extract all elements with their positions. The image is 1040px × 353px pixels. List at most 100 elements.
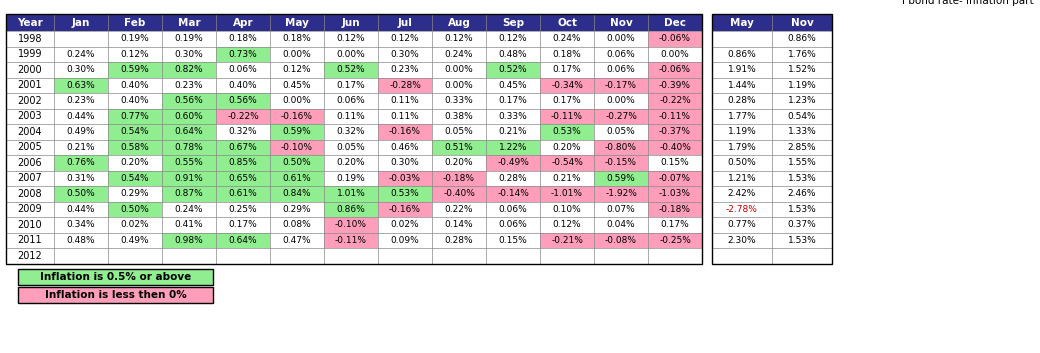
Text: 0.29%: 0.29% bbox=[121, 189, 150, 198]
Text: May: May bbox=[285, 18, 309, 28]
Text: 1.76%: 1.76% bbox=[787, 50, 816, 59]
Text: 0.85%: 0.85% bbox=[229, 158, 257, 167]
Text: 0.20%: 0.20% bbox=[552, 143, 581, 152]
Text: 0.31%: 0.31% bbox=[67, 174, 96, 183]
Text: 0.50%: 0.50% bbox=[67, 189, 96, 198]
Text: Nov: Nov bbox=[609, 18, 632, 28]
Bar bbox=[6, 47, 702, 62]
Text: 0.12%: 0.12% bbox=[121, 50, 150, 59]
Text: -0.37%: -0.37% bbox=[659, 127, 691, 136]
Text: 0.06%: 0.06% bbox=[606, 65, 635, 74]
Text: Jun: Jun bbox=[342, 18, 360, 28]
Text: 0.78%: 0.78% bbox=[175, 143, 204, 152]
Text: 2.42%: 2.42% bbox=[728, 189, 756, 198]
Bar bbox=[270, 124, 324, 139]
Bar bbox=[6, 31, 702, 47]
Bar bbox=[772, 139, 832, 155]
Text: 0.56%: 0.56% bbox=[175, 96, 204, 105]
Text: -0.03%: -0.03% bbox=[389, 174, 421, 183]
Text: 0.12%: 0.12% bbox=[337, 34, 365, 43]
Text: 1.19%: 1.19% bbox=[787, 81, 816, 90]
Text: 0.59%: 0.59% bbox=[283, 127, 311, 136]
Bar bbox=[772, 217, 832, 233]
Text: Inflation is less then 0%: Inflation is less then 0% bbox=[45, 290, 186, 300]
Bar bbox=[216, 155, 270, 170]
Text: Feb: Feb bbox=[125, 18, 146, 28]
Bar bbox=[162, 62, 216, 78]
Bar bbox=[712, 108, 772, 124]
Text: 0.20%: 0.20% bbox=[337, 158, 365, 167]
Bar bbox=[594, 78, 648, 93]
Text: 0.08%: 0.08% bbox=[283, 220, 311, 229]
Text: 0.04%: 0.04% bbox=[606, 220, 635, 229]
Text: 0.40%: 0.40% bbox=[229, 81, 257, 90]
Text: 0.40%: 0.40% bbox=[121, 96, 150, 105]
Text: -0.18%: -0.18% bbox=[443, 174, 475, 183]
Bar bbox=[6, 14, 702, 263]
Text: 0.61%: 0.61% bbox=[283, 174, 311, 183]
Bar bbox=[270, 108, 324, 124]
Bar bbox=[772, 233, 832, 248]
Text: -0.27%: -0.27% bbox=[605, 112, 636, 121]
Text: -0.17%: -0.17% bbox=[605, 81, 636, 90]
Text: 0.15%: 0.15% bbox=[660, 158, 690, 167]
Bar bbox=[324, 62, 378, 78]
Bar bbox=[772, 186, 832, 202]
Text: 0.11%: 0.11% bbox=[391, 96, 419, 105]
Text: -0.10%: -0.10% bbox=[281, 143, 313, 152]
Text: 0.64%: 0.64% bbox=[175, 127, 203, 136]
Text: 1.52%: 1.52% bbox=[787, 65, 816, 74]
Bar bbox=[6, 62, 702, 78]
Text: 0.76%: 0.76% bbox=[67, 158, 96, 167]
Bar bbox=[6, 108, 702, 124]
Text: 2.46%: 2.46% bbox=[787, 189, 816, 198]
Text: 0.07%: 0.07% bbox=[606, 205, 635, 214]
Text: 0.30%: 0.30% bbox=[175, 50, 204, 59]
Bar bbox=[648, 31, 702, 47]
Text: 0.19%: 0.19% bbox=[121, 34, 150, 43]
Text: Jan: Jan bbox=[72, 18, 90, 28]
Text: Jul: Jul bbox=[397, 18, 413, 28]
Text: 0.17%: 0.17% bbox=[552, 65, 581, 74]
Text: 0.00%: 0.00% bbox=[283, 50, 311, 59]
Text: 1.53%: 1.53% bbox=[787, 205, 816, 214]
Bar bbox=[6, 14, 702, 31]
Text: 0.49%: 0.49% bbox=[121, 236, 150, 245]
Bar bbox=[378, 186, 432, 202]
Bar bbox=[432, 170, 486, 186]
Text: 0.37%: 0.37% bbox=[787, 220, 816, 229]
Text: -0.08%: -0.08% bbox=[605, 236, 636, 245]
Text: 0.61%: 0.61% bbox=[229, 189, 257, 198]
Text: 0.54%: 0.54% bbox=[121, 174, 150, 183]
Text: 0.17%: 0.17% bbox=[552, 96, 581, 105]
Text: 0.23%: 0.23% bbox=[175, 81, 203, 90]
Bar bbox=[772, 78, 832, 93]
Bar bbox=[216, 170, 270, 186]
Bar bbox=[540, 78, 594, 93]
Bar bbox=[108, 202, 162, 217]
Bar bbox=[772, 170, 832, 186]
Text: 0.54%: 0.54% bbox=[787, 112, 816, 121]
Bar bbox=[6, 78, 702, 93]
Text: -0.11%: -0.11% bbox=[551, 112, 583, 121]
Text: 0.22%: 0.22% bbox=[445, 205, 473, 214]
Bar bbox=[712, 47, 772, 62]
Bar bbox=[772, 124, 832, 139]
Bar bbox=[540, 233, 594, 248]
Bar bbox=[540, 155, 594, 170]
Bar bbox=[54, 78, 108, 93]
Bar bbox=[108, 62, 162, 78]
Bar bbox=[772, 248, 832, 263]
Bar bbox=[324, 217, 378, 233]
Text: 0.56%: 0.56% bbox=[229, 96, 257, 105]
Text: 0.15%: 0.15% bbox=[498, 236, 527, 245]
Text: -0.18%: -0.18% bbox=[659, 205, 691, 214]
Text: Year: Year bbox=[17, 18, 43, 28]
Bar bbox=[712, 124, 772, 139]
Text: 0.12%: 0.12% bbox=[445, 34, 473, 43]
Text: 0.45%: 0.45% bbox=[283, 81, 311, 90]
Text: 0.86%: 0.86% bbox=[787, 34, 816, 43]
Text: 0.11%: 0.11% bbox=[391, 112, 419, 121]
Bar bbox=[772, 108, 832, 124]
Bar bbox=[540, 108, 594, 124]
